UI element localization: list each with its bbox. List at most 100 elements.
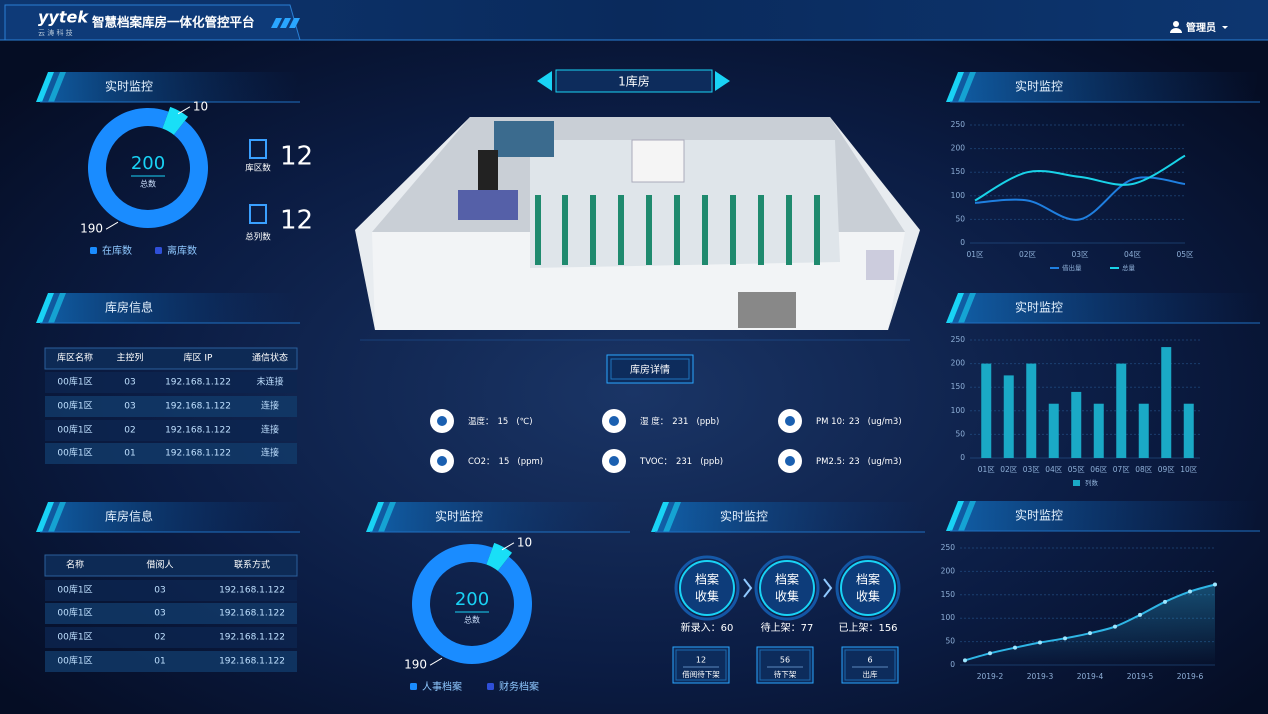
x-tick-label: 03区: [1071, 250, 1089, 259]
table-row-bg: [45, 396, 297, 417]
sensor-label: TVOC：: [639, 457, 672, 467]
bar: [1093, 403, 1104, 458]
x-tick-label: 10区: [1180, 465, 1198, 474]
next-room[interactable]: [715, 71, 730, 91]
panel-title-accent: [651, 502, 669, 532]
button-label[interactable]: 库房详情: [630, 363, 670, 376]
line-point: [988, 651, 992, 656]
flow-box-value: 56: [780, 656, 790, 665]
panel-title-accent: [36, 72, 54, 102]
flow-ring: [754, 555, 820, 621]
user-name[interactable]: 管理员: [1186, 21, 1216, 34]
table-cell: 未连接: [256, 376, 283, 388]
legend-swatch: [1073, 480, 1080, 486]
panel-title: 实时监控: [1015, 79, 1063, 94]
user-icon[interactable]: [1173, 21, 1179, 27]
line-point: [1188, 589, 1192, 594]
table-cell: 连接: [261, 400, 279, 412]
y-tick-label: 250: [951, 120, 966, 129]
flow-count-value: 156: [878, 623, 897, 634]
sensor-value: 23: [849, 417, 860, 427]
app-title: 智慧档案库房一体化管控平台: [91, 15, 255, 30]
stat-value: 12: [280, 206, 313, 236]
table-cell: 00库1区: [57, 584, 92, 596]
panel-title: 实时监控: [1015, 300, 1063, 315]
user-dropdown[interactable]: [1222, 26, 1228, 29]
sensor-icon-glyph: [609, 456, 619, 466]
header-decor: [271, 18, 300, 28]
bar: [1026, 363, 1037, 458]
table-cell: 00库1区: [57, 607, 92, 619]
legend-swatch: [410, 683, 417, 690]
sensor-value: 15: [499, 457, 510, 467]
flow-count: 新录入：60: [681, 621, 734, 634]
table-cell: 00库1区: [57, 424, 92, 436]
table-cell: 02: [154, 633, 165, 643]
bar: [1116, 363, 1127, 458]
panel-title-accent: [663, 502, 681, 532]
line-point: [1163, 599, 1167, 604]
x-tick-label: 06区: [1090, 465, 1108, 474]
panel-title: 实时监控: [720, 509, 768, 524]
flow-box: [672, 646, 730, 684]
legend-label: 人事档案: [422, 680, 462, 693]
x-tick-label: 04区: [1124, 250, 1142, 259]
flow-node-label: 档案: [695, 572, 719, 587]
sensor-icon-glyph: [609, 416, 619, 426]
flow-node: [679, 560, 735, 616]
prev-room[interactable]: [537, 71, 552, 91]
bar: [1003, 375, 1014, 458]
flow-box-inner: [675, 649, 727, 681]
donut-slice: [88, 108, 208, 228]
user-icon-body[interactable]: [1170, 28, 1182, 33]
flow-node: [840, 560, 896, 616]
panel-title-accent: [48, 502, 66, 532]
logo: yytek: [38, 8, 89, 27]
line-point: [1063, 636, 1067, 641]
legend-label: 列数: [1085, 478, 1099, 487]
y-tick-label: 200: [941, 566, 956, 575]
stat-label: 库区数: [245, 163, 271, 174]
sensor-reading: CO2： 15 (ppm): [468, 457, 543, 467]
room-detail-button[interactable]: [606, 354, 694, 384]
panel-title-bar: [40, 72, 300, 102]
flow-node: [759, 560, 815, 616]
sensor-reading: PM2.5: 23 (ug/m3): [816, 457, 902, 467]
legend-swatch: [487, 683, 494, 690]
table-cell: 00库1区: [57, 400, 92, 412]
flow-count-label: 已上架：: [838, 622, 878, 634]
flow-count-label: 待上架：: [761, 621, 801, 634]
panel-title-bar: [950, 501, 1260, 531]
table-header: 联系方式: [234, 559, 270, 571]
legend-swatch: [155, 247, 162, 254]
y-tick-label: 200: [951, 359, 966, 368]
table-cell: 03: [154, 609, 165, 619]
flow-box-value: 6: [867, 656, 872, 665]
line-area: [965, 584, 1215, 665]
table-header: 通信状态: [252, 352, 288, 364]
table-cell: 连接: [261, 424, 279, 436]
flow-box: [756, 646, 814, 684]
sensor-label: 温度：: [468, 416, 494, 427]
table-header: 名称: [66, 559, 84, 571]
x-tick-label: 02区: [1000, 465, 1018, 474]
panel-title-accent: [958, 72, 976, 102]
y-tick-label: 50: [945, 637, 955, 646]
x-tick-label: 04区: [1045, 465, 1063, 474]
donut-total: 200: [455, 589, 489, 610]
table-cell: 192.168.1.122: [219, 609, 285, 619]
flow-node-label: 收集: [775, 589, 799, 604]
legend-label: 借出量: [1062, 263, 1082, 272]
sensor-label: CO2：: [468, 457, 495, 467]
y-tick-label: 150: [941, 590, 956, 599]
sensor-icon-glyph: [437, 456, 447, 466]
flow-node-label: 档案: [856, 572, 880, 587]
table-cell: 03: [124, 402, 135, 412]
table-cell: 00库1区: [57, 447, 92, 459]
x-tick-label: 2019-6: [1177, 672, 1204, 681]
x-tick-label: 2019-5: [1127, 672, 1154, 681]
room-selector[interactable]: [555, 69, 713, 93]
table-cell: 00库1区: [57, 376, 92, 388]
